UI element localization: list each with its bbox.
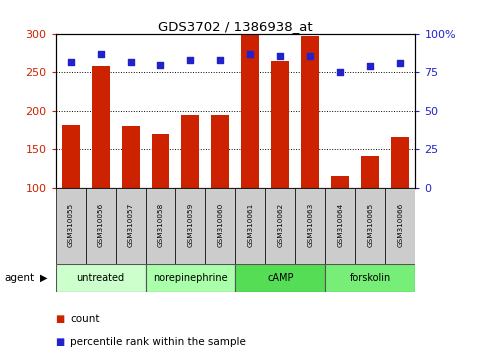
Bar (212, 115, 229, 188)
Text: ▶: ▶ (40, 273, 47, 283)
Bar (331, 176, 349, 188)
FancyBboxPatch shape (205, 188, 236, 264)
Bar (361, 156, 379, 188)
Point (156, 62, 164, 68)
Bar (391, 137, 410, 188)
Text: GSM310064: GSM310064 (338, 202, 343, 247)
Text: GSM310063: GSM310063 (307, 202, 313, 247)
Text: percentile rank within the sample: percentile rank within the sample (70, 337, 246, 347)
Text: ■: ■ (56, 337, 65, 347)
Text: untreated: untreated (76, 273, 125, 283)
Point (97, 51, 104, 57)
Bar (242, 34, 259, 188)
Text: GSM310055: GSM310055 (68, 202, 73, 247)
Bar (301, 35, 319, 188)
Text: ■: ■ (56, 314, 65, 324)
Bar (92, 66, 110, 188)
FancyBboxPatch shape (326, 264, 415, 292)
FancyBboxPatch shape (385, 188, 415, 264)
Point (367, 63, 374, 69)
Point (247, 51, 255, 57)
Point (397, 61, 404, 66)
FancyBboxPatch shape (236, 188, 266, 264)
FancyBboxPatch shape (175, 188, 205, 264)
Text: GSM310056: GSM310056 (98, 202, 103, 247)
FancyBboxPatch shape (266, 188, 296, 264)
Text: GSM310059: GSM310059 (187, 202, 194, 247)
Title: GDS3702 / 1386938_at: GDS3702 / 1386938_at (158, 20, 313, 33)
FancyBboxPatch shape (145, 264, 236, 292)
Text: GSM310062: GSM310062 (277, 202, 284, 247)
Point (67, 59, 74, 64)
Bar (122, 126, 140, 188)
Point (186, 57, 194, 63)
FancyBboxPatch shape (145, 188, 175, 264)
Text: GSM310066: GSM310066 (398, 202, 403, 247)
Text: norepinephrine: norepinephrine (153, 273, 228, 283)
Bar (271, 61, 289, 188)
FancyBboxPatch shape (115, 188, 145, 264)
Point (277, 53, 284, 58)
Text: GSM310061: GSM310061 (247, 202, 254, 247)
FancyBboxPatch shape (355, 188, 385, 264)
Point (337, 70, 344, 75)
Point (127, 59, 134, 64)
FancyBboxPatch shape (326, 188, 355, 264)
Bar (61, 125, 80, 188)
FancyBboxPatch shape (296, 188, 326, 264)
FancyBboxPatch shape (56, 188, 85, 264)
Text: GSM310065: GSM310065 (368, 202, 373, 247)
FancyBboxPatch shape (236, 264, 326, 292)
Bar (152, 134, 170, 188)
Text: count: count (70, 314, 99, 324)
Point (307, 53, 314, 58)
Bar (182, 115, 199, 188)
Text: agent: agent (5, 273, 35, 283)
Text: cAMP: cAMP (267, 273, 294, 283)
Point (216, 57, 224, 63)
Text: GSM310057: GSM310057 (128, 202, 133, 247)
Text: forskolin: forskolin (350, 273, 391, 283)
FancyBboxPatch shape (56, 264, 145, 292)
Text: GSM310060: GSM310060 (217, 202, 224, 247)
FancyBboxPatch shape (85, 188, 115, 264)
Text: GSM310058: GSM310058 (157, 202, 164, 247)
